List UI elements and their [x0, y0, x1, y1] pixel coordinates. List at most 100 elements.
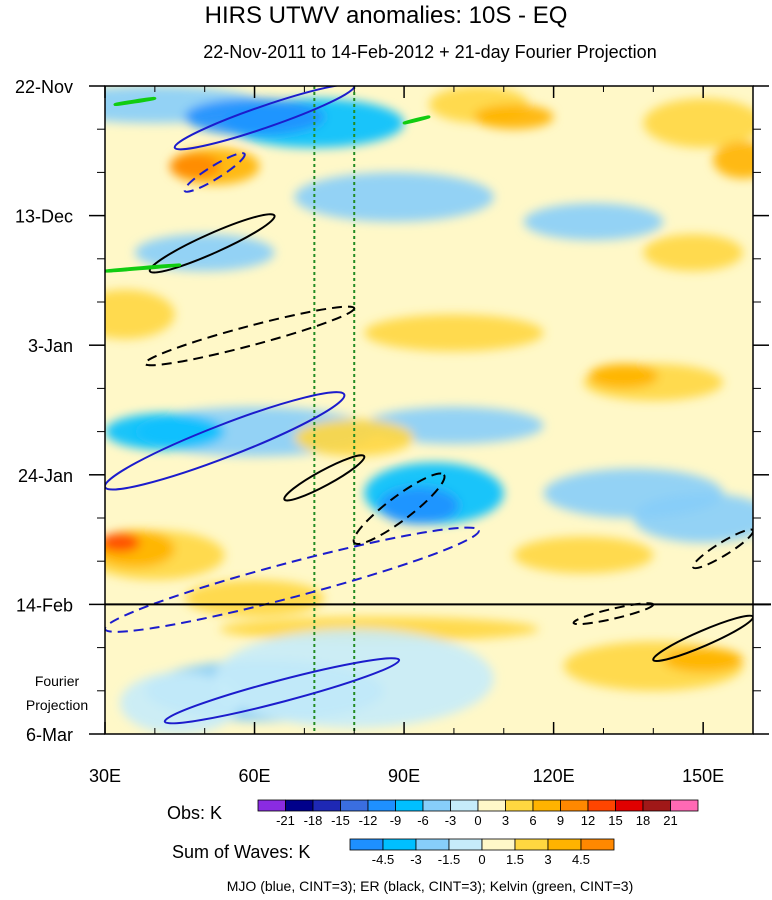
wave-legend-footer: MJO (blue, CINT=3); ER (black, CINT=3); …	[226, 878, 634, 894]
anomaly-patch	[643, 98, 753, 148]
kelvin-contour	[113, 96, 157, 107]
colorbar-swatch	[395, 799, 424, 812]
anomaly-patch	[588, 363, 659, 389]
chart-title: HIRS UTWV anomalies: 10S - EQ	[204, 2, 568, 29]
er-contour	[148, 213, 276, 274]
anomaly-patch	[643, 234, 744, 272]
colorbar-tick-label: -9	[390, 813, 402, 828]
x-tick-label: 150E	[682, 766, 724, 786]
mjo-contour	[105, 391, 346, 491]
colorbar-swatch	[532, 799, 561, 812]
anomaly-patch	[513, 536, 654, 574]
colorbar-swatch	[448, 838, 483, 851]
colorbar-swatch	[422, 799, 451, 812]
colorbar-tick-label: -4.5	[372, 852, 394, 867]
colorbar-swatch	[450, 799, 479, 812]
anomaly-patch	[184, 98, 325, 136]
reference-lines	[313, 86, 356, 734]
projection-label: Fourier	[35, 673, 80, 689]
colorbar-swatch	[312, 799, 341, 812]
colorbar-tick-label: 9	[557, 813, 564, 828]
colorbar-swatch	[615, 799, 644, 812]
colorbar-tick-label: -6	[417, 813, 429, 828]
colorbar-tick-label: 6	[529, 813, 536, 828]
x-tick-label: 120E	[533, 766, 575, 786]
anomaly-patch	[105, 289, 175, 340]
colorbar-tick-label: 0	[478, 852, 485, 867]
colorbar-swatch	[340, 799, 369, 812]
legend: -21 -18 -15 -12 -9 -6 -3 0 3 6 9 12 15 18 21 -4.5 -3 -1.5…	[257, 799, 699, 867]
er-contour	[352, 472, 446, 545]
colorbar-tick-label: 3	[544, 852, 551, 867]
x-tick-label: 90E	[388, 766, 420, 786]
anomaly-patch	[184, 579, 325, 617]
anomaly-field	[105, 86, 753, 734]
mjo-contour	[183, 152, 246, 193]
projection-label: Projection	[26, 697, 88, 713]
kelvin-contour	[105, 263, 182, 273]
anomaly-patch	[134, 234, 275, 272]
anomaly-patch	[214, 629, 494, 728]
anomaly-patch	[105, 533, 140, 552]
y-tick-label: 24-Jan	[18, 466, 73, 486]
colorbar-tick-label: -18	[304, 813, 323, 828]
colorbar-swatch	[505, 799, 534, 812]
axes: 30E 60E 90E 120E 150E 22-Nov 13-Dec 3-Jan 24-Jan…	[15, 77, 769, 786]
anomaly-patch	[713, 141, 753, 179]
kelvin-contour	[402, 115, 431, 125]
y-tick-label: 14-Feb	[16, 595, 73, 615]
colorbar-tick-label: -15	[331, 813, 350, 828]
er-contour	[652, 614, 753, 663]
colorbar-tick-label: 0	[474, 813, 481, 828]
colorbar-swatch	[415, 838, 450, 851]
colorbar-swatch	[257, 799, 286, 812]
colorbar-swatch	[670, 799, 699, 812]
y-tick-label: 13-Dec	[15, 207, 73, 227]
colorbar-swatch	[349, 838, 384, 851]
colorbar-swatch	[382, 838, 417, 851]
colorbar-tick-label: -12	[359, 813, 378, 828]
colorbar-tick-label: 12	[581, 813, 595, 828]
anomaly-patch	[294, 172, 494, 222]
chart-subtitle: 22-Nov-2011 to 14-Feb-2012 + 21-day Four…	[203, 42, 657, 62]
colorbar-swatch	[580, 838, 615, 851]
colorbar-swatch	[642, 799, 671, 812]
plot-area	[105, 86, 753, 734]
x-tick-label: 60E	[239, 766, 271, 786]
colorbar-swatch	[547, 838, 582, 851]
colorbar-tick-label: 21	[663, 813, 677, 828]
anomaly-patch	[364, 314, 544, 352]
colorbar-tick-label: -3	[410, 852, 422, 867]
colorbar-tick-label: 4.5	[572, 852, 590, 867]
colorbar-swatch	[481, 838, 516, 851]
colorbar-tick-label: 15	[608, 813, 622, 828]
anomaly-patch	[523, 203, 664, 241]
anomaly-patch	[169, 153, 220, 179]
colorbar-swatch	[560, 799, 589, 812]
legend-obs-label: Obs: K	[167, 803, 223, 823]
colorbar-tick-label: 1.5	[506, 852, 524, 867]
colorbar-tick-label: 3	[502, 813, 509, 828]
colorbar-tick-label: 18	[636, 813, 650, 828]
y-tick-label: 3-Jan	[28, 336, 73, 356]
y-tick-label: 6-Mar	[26, 725, 73, 745]
anomaly-patch	[379, 487, 459, 525]
x-tick-label: 30E	[89, 766, 121, 786]
anomaly-patch	[473, 104, 554, 130]
er-contour	[283, 454, 366, 502]
er-contour	[143, 305, 356, 367]
colorbar-swatch	[367, 799, 396, 812]
colorbar-swatch	[477, 799, 506, 812]
anomaly-patch	[294, 419, 415, 457]
plot-frame	[104, 85, 754, 735]
anomaly-patch	[105, 413, 225, 451]
anomaly-patch	[633, 493, 753, 543]
y-tick-label: 22-Nov	[15, 77, 73, 97]
colorbar-swatch	[285, 799, 314, 812]
colorbar-swatch	[587, 799, 616, 812]
colorbar-tick-label: -3	[445, 813, 457, 828]
mjo-contour	[163, 657, 401, 725]
colorbar-tick-label: -1.5	[438, 852, 460, 867]
colorbar-tick-label: -21	[276, 813, 295, 828]
